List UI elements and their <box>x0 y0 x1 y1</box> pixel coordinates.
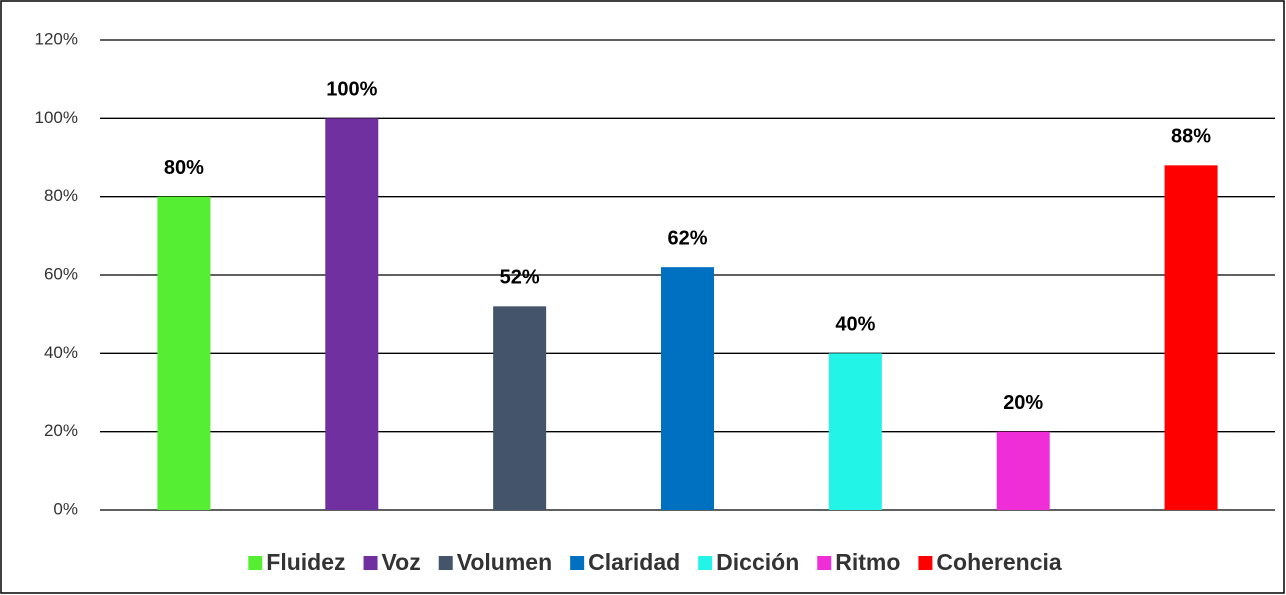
y-tick-label: 60% <box>44 264 78 283</box>
legend-label: Ritmo <box>835 549 900 575</box>
legend-label: Voz <box>382 549 421 575</box>
legend-swatch <box>438 556 453 570</box>
legend-label: Claridad <box>588 549 680 575</box>
y-tick-label: 80% <box>44 186 78 205</box>
bar <box>1164 165 1218 511</box>
legend-swatch <box>248 556 263 570</box>
data-label: 62% <box>667 227 707 249</box>
data-label: 100% <box>326 79 377 101</box>
legend-swatch <box>363 556 378 570</box>
data-label: 20% <box>1003 392 1043 414</box>
legend-label: Dicción <box>716 549 799 575</box>
legend-swatch <box>817 556 832 570</box>
y-tick-label: 120% <box>35 29 78 48</box>
bar <box>996 431 1050 510</box>
y-tick-label: 40% <box>44 343 78 362</box>
bar <box>493 306 547 510</box>
bar <box>828 353 882 510</box>
data-label: 88% <box>1171 126 1211 148</box>
data-label: 52% <box>500 267 540 289</box>
legend-swatch <box>698 556 713 570</box>
legend-swatch <box>918 556 933 570</box>
legend-label: Coherencia <box>936 549 1061 575</box>
y-tick-label: 100% <box>35 108 78 127</box>
data-label: 40% <box>835 314 875 336</box>
legend-label: Volumen <box>457 549 552 575</box>
bar <box>157 196 211 510</box>
legend-label: Fluidez <box>266 549 345 575</box>
data-label: 80% <box>164 157 204 179</box>
y-tick-label: 20% <box>44 421 78 440</box>
y-tick-label: 0% <box>53 499 78 518</box>
bar <box>661 267 714 510</box>
legend-swatch <box>570 556 585 570</box>
bar <box>325 118 379 510</box>
